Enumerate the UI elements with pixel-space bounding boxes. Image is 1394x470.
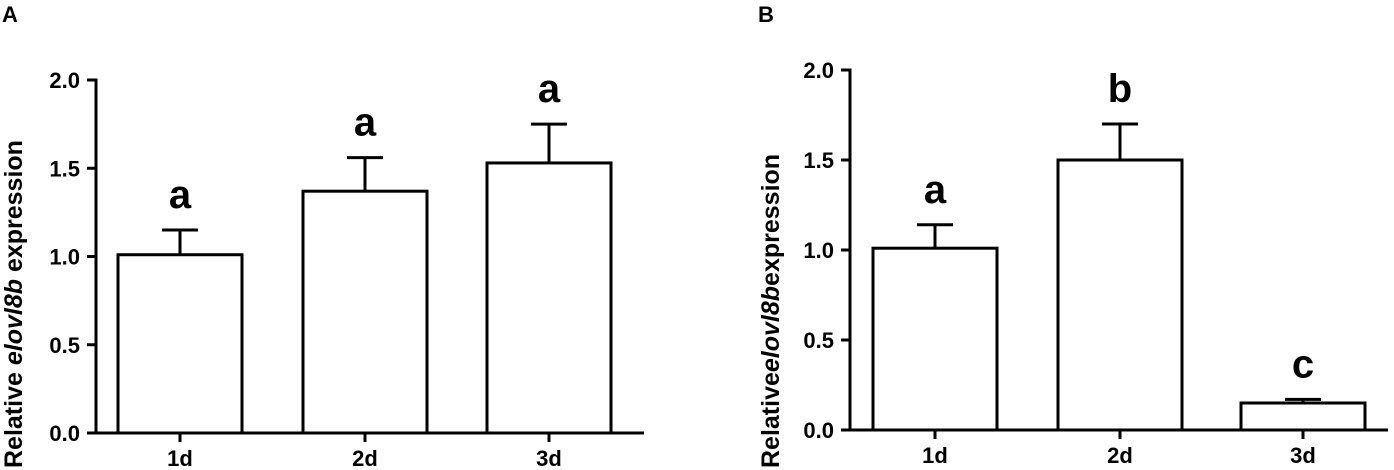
bar-2d <box>301 189 429 435</box>
panel-label: B <box>758 2 774 27</box>
y-tick-label: 2.0 <box>803 58 834 83</box>
x-tick-label: 3d <box>1290 443 1316 468</box>
bars: 1d a 2d b 3d c <box>871 67 1367 468</box>
y-tick-label: 2.0 <box>49 68 80 93</box>
x-tick-label: 1d <box>922 443 948 468</box>
bar-3d <box>1239 401 1367 432</box>
significance-letter: a <box>354 101 377 145</box>
y-tick-label: 0.0 <box>49 421 80 446</box>
y-axis-title-suffix: expression <box>0 140 28 279</box>
significance-letter: c <box>1292 342 1314 386</box>
y-ticks: 0.0 0.5 1.0 1.5 2.0 <box>803 58 850 443</box>
y-axis-title-gene: elovl8b <box>0 279 28 365</box>
significance-letter: b <box>1108 67 1132 111</box>
y-axis-title: Relative elovl8b expression <box>0 140 28 468</box>
y-ticks: 0.0 0.5 1.0 1.5 2.0 <box>49 68 96 446</box>
significance-letter: a <box>924 168 947 212</box>
significance-letter: a <box>538 67 561 111</box>
panel-a: A Relative elovl8b expression 0.0 0.5 1.0 1… <box>0 2 644 470</box>
x-tick-label: 1d <box>167 446 193 470</box>
bar-3d <box>485 161 613 435</box>
y-axis-title-prefix: Relative <box>0 365 28 468</box>
x-tick-label: 2d <box>352 446 378 470</box>
significance-letter: a <box>169 173 192 217</box>
bars: 1d a 2d a 3d a <box>116 67 613 470</box>
panel-label: A <box>2 2 18 27</box>
y-axis-title: Relativeelovl8bexpression <box>757 154 785 468</box>
y-tick-label: 1.0 <box>803 238 834 263</box>
x-tick-label: 2d <box>1107 443 1133 468</box>
y-axis-title-gene: elovl8b <box>757 286 785 372</box>
y-tick-label: 0.5 <box>803 328 834 353</box>
x-tick-label: 3d <box>536 446 562 470</box>
y-tick-label: 0.5 <box>49 333 80 358</box>
bar-2d <box>1056 158 1184 432</box>
y-tick-label: 1.5 <box>803 148 834 173</box>
y-axis-title-prefix: Relative <box>757 372 785 468</box>
y-tick-label: 0.0 <box>803 418 834 443</box>
y-axis-title-suffix: expression <box>757 154 785 286</box>
bar-1d <box>871 246 999 432</box>
bar-1d <box>116 253 244 435</box>
y-tick-label: 1.5 <box>49 156 80 181</box>
y-tick-label: 1.0 <box>49 245 80 270</box>
panel-b: B Relativeelovl8bexpression 0.0 0.5 1.0 1.5… <box>757 2 1388 468</box>
